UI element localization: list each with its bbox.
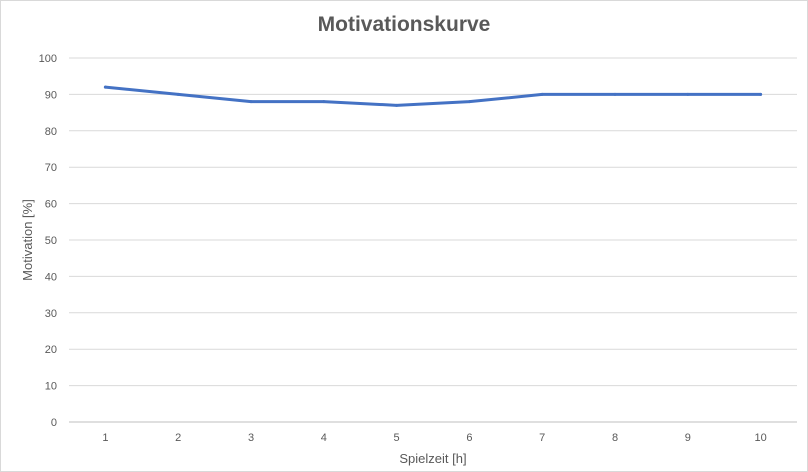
x-axis-label: Spielzeit [h] [399,451,466,466]
x-tick-label: 2 [175,432,181,444]
x-tick-label: 8 [612,432,618,444]
chart-title: Motivationskurve [317,13,491,36]
y-tick-label: 40 [45,271,57,283]
y-axis-label: Motivation [%] [20,199,35,281]
y-tick-label: 60 [45,199,57,211]
data-point [467,100,471,104]
x-tick-label: 10 [754,432,766,444]
data-point [103,85,107,89]
y-axis-ticks: 0 10 20 30 40 50 60 70 80 90 100 [39,53,57,429]
y-tick-label: 0 [51,417,57,429]
y-tick-label: 80 [45,126,57,138]
data-point [540,92,544,96]
data-point [395,103,399,107]
y-tick-label: 10 [45,381,57,393]
y-tick-label: 90 [45,89,57,101]
x-tick-label: 9 [685,432,691,444]
x-tick-label: 6 [466,432,472,444]
data-point [176,92,180,96]
data-point [759,92,763,96]
data-point [322,100,326,104]
x-tick-label: 4 [321,432,327,444]
series-line [103,85,763,107]
x-tick-label: 5 [394,432,400,444]
series-layer [103,85,763,107]
data-point [249,100,253,104]
y-tick-label: 70 [45,162,57,174]
y-tick-label: 100 [39,53,57,65]
x-tick-label: 7 [539,432,545,444]
y-tick-label: 30 [45,308,57,320]
gridlines [69,57,797,423]
y-tick-label: 20 [45,344,57,356]
y-tick-label: 50 [45,235,57,247]
data-point [613,92,617,96]
x-tick-label: 1 [102,432,108,444]
x-axis-ticks: 1 2 3 4 5 6 7 8 9 10 [102,432,766,444]
x-tick-label: 3 [248,432,254,444]
data-point [686,92,690,96]
